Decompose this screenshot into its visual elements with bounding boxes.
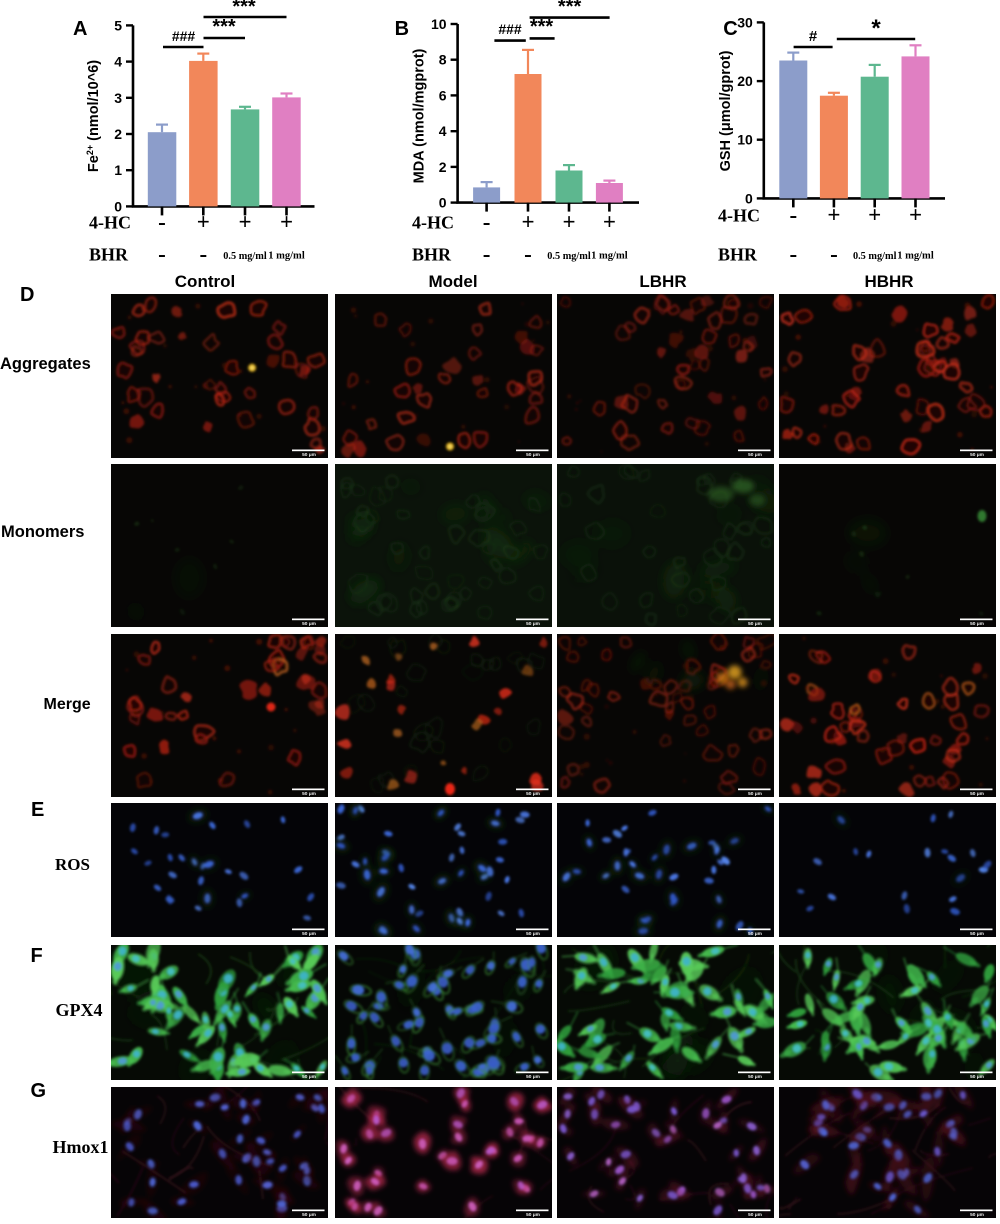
svg-text:-: -	[830, 242, 838, 267]
svg-text:50 μm: 50 μm	[748, 931, 762, 937]
svg-text:B: B	[395, 18, 409, 40]
svg-text:50 μm: 50 μm	[302, 452, 316, 458]
svg-text:1 mg/ml: 1 mg/ml	[897, 250, 934, 262]
svg-text:+: +	[868, 203, 881, 228]
svg-text:+: +	[280, 210, 293, 235]
svg-text:0: 0	[439, 195, 447, 211]
svg-text:50 μm: 50 μm	[526, 1212, 540, 1218]
svg-text:1 mg/ml: 1 mg/ml	[591, 250, 628, 262]
svg-text:-: -	[524, 242, 532, 267]
svg-text:10: 10	[737, 132, 753, 148]
svg-text:3: 3	[114, 90, 122, 106]
svg-text:-: -	[158, 242, 166, 267]
svg-text:-: -	[789, 242, 797, 267]
svg-text:1: 1	[114, 162, 122, 178]
svg-text:-: -	[789, 203, 797, 228]
svg-text:0: 0	[745, 190, 753, 206]
svg-text:6: 6	[439, 87, 447, 103]
svg-text:MDA (nmol/mgprot): MDA (nmol/mgprot)	[412, 48, 428, 183]
svg-text:50 μm: 50 μm	[748, 452, 762, 458]
svg-text:-: -	[483, 242, 491, 267]
svg-text:10: 10	[431, 16, 447, 32]
svg-text:50 μm: 50 μm	[302, 931, 316, 937]
svg-text:***: ***	[530, 16, 554, 38]
svg-text:50 μm: 50 μm	[970, 791, 984, 797]
svg-text:A: A	[73, 18, 87, 40]
svg-text:50 μm: 50 μm	[526, 1074, 540, 1080]
svg-text:+: +	[827, 203, 840, 228]
svg-text:0.5 mg/ml: 0.5 mg/ml	[223, 250, 267, 262]
svg-text:Fe2+ (nmol/10^6): Fe2+ (nmol/10^6)	[85, 60, 102, 172]
svg-text:2: 2	[114, 126, 122, 142]
svg-text:***: ***	[212, 16, 236, 38]
svg-text:50 μm: 50 μm	[526, 791, 540, 797]
svg-text:50 μm: 50 μm	[526, 931, 540, 937]
svg-text:50 μm: 50 μm	[970, 931, 984, 937]
svg-text:50 μm: 50 μm	[970, 621, 984, 627]
svg-text:*: *	[871, 15, 881, 42]
svg-text:20: 20	[737, 73, 753, 89]
svg-text:50 μm: 50 μm	[302, 621, 316, 627]
svg-text:50 μm: 50 μm	[526, 452, 540, 458]
svg-text:50 μm: 50 μm	[970, 1212, 984, 1218]
svg-text:***: ***	[232, 0, 256, 18]
svg-text:50 μm: 50 μm	[970, 1074, 984, 1080]
svg-text:***: ***	[558, 0, 582, 18]
svg-text:-: -	[158, 210, 166, 235]
svg-text:BHR: BHR	[412, 245, 452, 265]
svg-text:C: C	[723, 18, 737, 40]
svg-text:BHR: BHR	[89, 245, 129, 265]
svg-text:50 μm: 50 μm	[748, 1074, 762, 1080]
svg-text:###: ###	[172, 28, 196, 44]
svg-text:+: +	[603, 210, 616, 235]
svg-text:50 μm: 50 μm	[970, 452, 984, 458]
svg-text:1 mg/ml: 1 mg/ml	[268, 250, 305, 262]
svg-text:8: 8	[439, 52, 447, 68]
svg-text:50 μm: 50 μm	[526, 621, 540, 627]
svg-text:30: 30	[737, 14, 753, 30]
svg-text:2: 2	[439, 159, 447, 175]
svg-text:4-HC: 4-HC	[89, 213, 131, 233]
svg-text:0.5 mg/ml: 0.5 mg/ml	[853, 250, 897, 262]
svg-text:GSH (μmol/gprot): GSH (μmol/gprot)	[718, 50, 734, 171]
svg-text:###: ###	[498, 21, 522, 37]
svg-text:0.5 mg/ml: 0.5 mg/ml	[547, 250, 591, 262]
svg-text:50 μm: 50 μm	[748, 1212, 762, 1218]
svg-text:5: 5	[114, 17, 122, 33]
svg-text:50 μm: 50 μm	[748, 791, 762, 797]
svg-text:50 μm: 50 μm	[302, 791, 316, 797]
svg-text:+: +	[562, 210, 575, 235]
svg-text:50 μm: 50 μm	[302, 1074, 316, 1080]
svg-text:4: 4	[439, 123, 447, 139]
svg-text:BHR: BHR	[718, 245, 758, 265]
svg-text:+: +	[521, 210, 534, 235]
svg-text:4-HC: 4-HC	[718, 206, 760, 226]
svg-text:4: 4	[114, 54, 122, 70]
svg-text:50 μm: 50 μm	[748, 621, 762, 627]
svg-text:-: -	[199, 242, 207, 267]
svg-text:+: +	[909, 203, 922, 228]
svg-text:0: 0	[114, 198, 122, 214]
svg-text:-: -	[483, 210, 491, 235]
svg-text:50 μm: 50 μm	[302, 1212, 316, 1218]
svg-text:+: +	[197, 210, 210, 235]
svg-text:+: +	[238, 210, 251, 235]
svg-text:#: #	[809, 28, 818, 45]
svg-text:4-HC: 4-HC	[412, 213, 454, 233]
